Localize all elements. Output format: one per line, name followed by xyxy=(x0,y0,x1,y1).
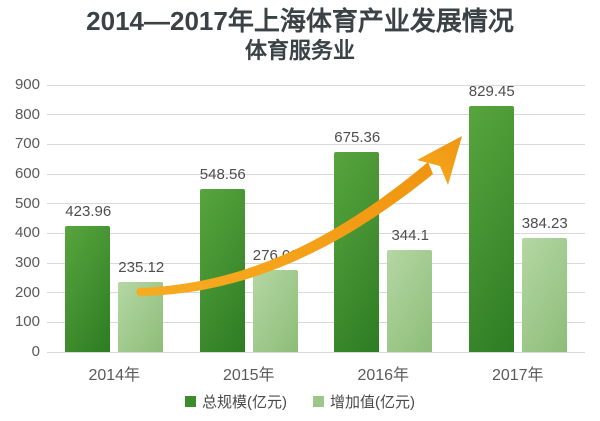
bar-total xyxy=(199,189,245,352)
bar-total xyxy=(468,105,514,352)
chart-subtitle: 体育服务业 xyxy=(244,37,355,63)
y-tick-label: 0 xyxy=(31,343,40,360)
legend-label: 增加值(亿元) xyxy=(330,394,415,411)
x-tick-label: 2014年 xyxy=(88,367,141,384)
y-tick-label: 100 xyxy=(14,313,40,331)
gridline xyxy=(47,84,585,86)
bar-total xyxy=(334,151,380,352)
value-label: 423.96 xyxy=(65,203,112,221)
legend: 总规模(亿元) 增加值(亿元) xyxy=(0,391,600,412)
bar-added xyxy=(521,238,567,352)
y-tick-label: 600 xyxy=(14,165,40,182)
gridline xyxy=(47,321,585,323)
bar-added xyxy=(252,270,298,352)
legend-item: 增加值(亿元) xyxy=(313,391,415,412)
y-tick-label: 500 xyxy=(14,194,40,212)
value-label: 675.36 xyxy=(334,128,381,146)
bar-added xyxy=(387,249,433,352)
y-tick-label: 900 xyxy=(14,76,40,93)
value-label: 276.09 xyxy=(252,247,299,265)
x-tick-label: 2016年 xyxy=(357,367,410,384)
bar-added xyxy=(118,282,164,352)
y-tick-label: 800 xyxy=(14,105,40,123)
gridline xyxy=(47,114,585,116)
gridline xyxy=(47,143,585,145)
y-tick-label: 300 xyxy=(14,254,40,271)
legend-label: 总规模(亿元) xyxy=(202,394,287,411)
value-label: 384.23 xyxy=(521,215,568,232)
value-label: 548.56 xyxy=(199,166,246,184)
bar-total xyxy=(65,226,111,352)
value-label: 344.1 xyxy=(391,226,430,244)
y-tick-label: 200 xyxy=(14,283,40,301)
y-tick-label: 400 xyxy=(14,224,40,242)
page-title: 2014—2017年上海体育产业发展情况 xyxy=(86,6,514,36)
y-tick-label: 700 xyxy=(14,135,40,153)
x-tick-label: 2015年 xyxy=(222,367,275,384)
x-tick-label: 2017年 xyxy=(491,367,544,384)
value-label: 235.12 xyxy=(118,259,165,277)
legend-item: 总规模(亿元) xyxy=(185,391,287,412)
gridline xyxy=(47,351,585,353)
value-label: 829.45 xyxy=(468,82,515,100)
legend-swatch-icon xyxy=(185,396,196,407)
legend-swatch-icon xyxy=(313,396,324,407)
